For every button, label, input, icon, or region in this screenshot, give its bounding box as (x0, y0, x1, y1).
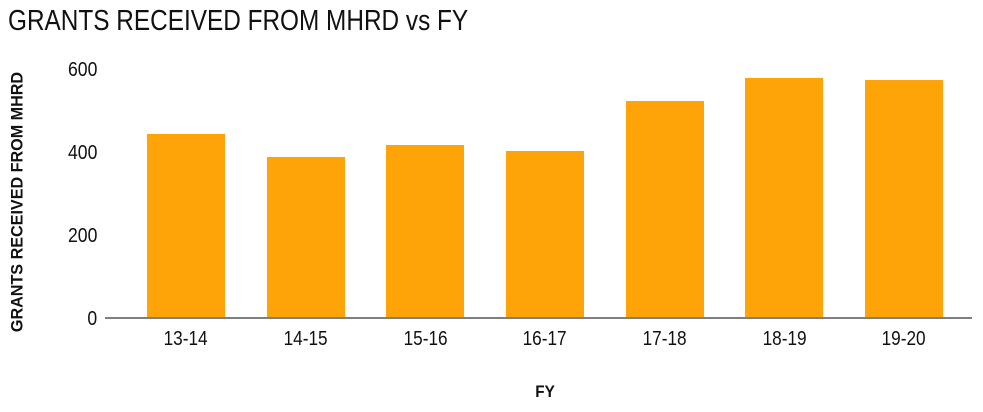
x-tick-label: 17-18 (642, 328, 687, 350)
y-tick-label: 600 (67, 59, 97, 81)
y-tick-label: 400 (67, 142, 97, 164)
y-tick-label: 200 (67, 225, 97, 247)
y-tick-label: 0 (87, 308, 97, 330)
bar-19-20 (864, 80, 943, 319)
y-axis-title: GRANTS RECEIVED FROM MHRD (7, 71, 27, 333)
x-axis-line (105, 317, 972, 319)
x-tick-label: 19-20 (881, 328, 926, 350)
x-tick-label: 16-17 (522, 328, 567, 350)
x-tick-label: 13-14 (164, 328, 208, 350)
x-tick-label: 14-15 (283, 328, 328, 350)
bar-15-16 (386, 144, 465, 319)
bar-14-15 (266, 157, 345, 319)
bar-17-18 (625, 101, 704, 319)
plot-area: 0 200 400 600 13-14 14-15 15-16 16-17 17-18 18-19… (68, 59, 972, 350)
bar-13-14 (147, 134, 225, 319)
bar-18-19 (745, 78, 824, 319)
chart-title: GRANTS RECEIVED FROM MHRD vs FY (8, 5, 469, 37)
x-tick-label: 18-19 (762, 328, 807, 350)
x-axis-title: FY (535, 382, 555, 401)
bar-16-17 (505, 150, 584, 319)
x-tick-label: 15-16 (403, 328, 448, 350)
